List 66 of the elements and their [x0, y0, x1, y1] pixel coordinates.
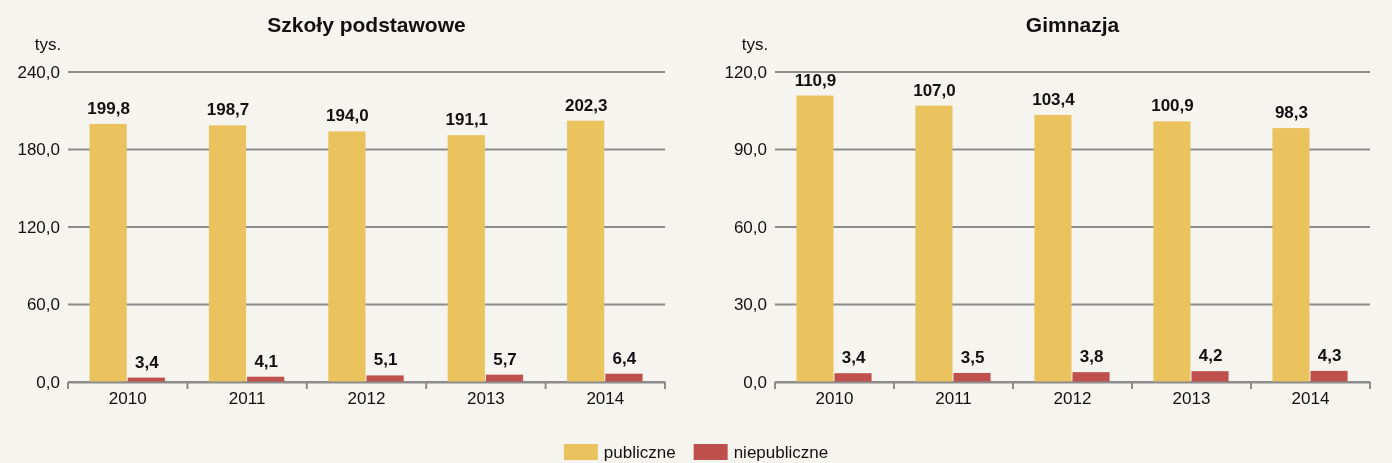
x-tick-label: 2010: [815, 389, 854, 409]
y-tick-label: 0,0: [743, 372, 767, 392]
legend-label: publiczne: [603, 443, 676, 462]
y-tick-label: 240,0: [17, 62, 60, 82]
data-label: 3,4: [134, 352, 160, 372]
data-label: 4,3: [1317, 345, 1342, 365]
y-tick-label: 90,0: [733, 140, 767, 160]
bar: [208, 125, 247, 382]
y-tick-label: 120,0: [724, 62, 767, 82]
y-axis-title: tys.: [741, 35, 769, 54]
y-tick-label: 120,0: [17, 217, 60, 237]
data-label: 103,4: [1032, 89, 1076, 109]
bar: [605, 373, 643, 382]
data-label: 5,1: [373, 350, 398, 370]
y-tick-label: 0,0: [36, 372, 60, 392]
bar: [1034, 114, 1072, 382]
x-tick-label: 2011: [935, 389, 972, 409]
y-tick-label: 180,0: [17, 140, 60, 160]
bar: [567, 120, 605, 382]
x-tick-label: 2010: [108, 389, 147, 409]
data-label: 5,7: [493, 349, 517, 369]
data-label: 3,5: [960, 347, 985, 367]
x-tick-label: 2013: [466, 389, 505, 409]
x-tick-label: 2011: [228, 389, 266, 409]
y-tick-label: 60,0: [26, 295, 60, 315]
data-label: 4,2: [1198, 346, 1223, 366]
y-axis-title: tys.: [34, 35, 62, 54]
data-label: 199,8: [87, 98, 130, 118]
bar: [1310, 370, 1348, 382]
bar: [1153, 121, 1191, 382]
x-tick-label: 2013: [1172, 389, 1211, 409]
bar: [1191, 371, 1229, 382]
y-tick-label: 60,0: [733, 217, 767, 237]
x-tick-label: 2014: [586, 389, 625, 409]
bar: [89, 123, 127, 382]
legend-label: niepubliczne: [733, 443, 829, 462]
chart-title: Gimnazja: [1025, 13, 1120, 36]
bar: [953, 372, 991, 382]
bar: [1272, 128, 1310, 382]
bar: [247, 376, 285, 382]
bar: [447, 135, 485, 382]
bar: [834, 373, 872, 382]
bar: [485, 374, 524, 382]
data-label: 191,1: [445, 110, 489, 130]
bar: [915, 105, 953, 382]
data-label: 4,1: [254, 351, 279, 371]
data-label: 100,9: [1151, 96, 1194, 116]
x-tick-label: 2012: [347, 389, 386, 409]
bar: [366, 375, 404, 382]
data-label: 110,9: [794, 70, 837, 90]
chart-title: Szkoły podstawowe: [267, 13, 466, 36]
data-label: 194,0: [326, 106, 369, 126]
x-tick-label: 2012: [1053, 389, 1092, 409]
data-label: 98,3: [1274, 103, 1309, 123]
data-label: 198,7: [206, 100, 250, 120]
bar: [328, 131, 366, 382]
data-label: 107,0: [913, 80, 956, 100]
data-label: 202,3: [564, 95, 608, 115]
data-label: 3,4: [841, 348, 866, 368]
y-tick-label: 30,0: [733, 295, 767, 315]
x-tick-label: 2014: [1291, 389, 1330, 409]
bar: [127, 377, 165, 382]
data-label: 6,4: [612, 348, 637, 368]
bar: [1072, 372, 1110, 382]
data-label: 3,8: [1079, 347, 1104, 367]
bar: [796, 95, 834, 382]
